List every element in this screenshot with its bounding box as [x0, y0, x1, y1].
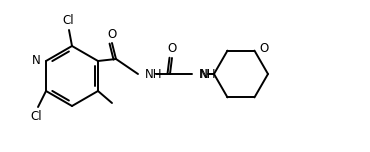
Text: NH: NH: [199, 67, 216, 81]
Text: Cl: Cl: [62, 14, 74, 26]
Text: O: O: [167, 43, 176, 55]
Text: O: O: [259, 42, 269, 55]
Text: N: N: [32, 54, 41, 67]
Text: NH: NH: [145, 67, 162, 81]
Text: O: O: [107, 29, 117, 41]
Text: N: N: [200, 67, 209, 81]
Text: Cl: Cl: [30, 111, 42, 123]
